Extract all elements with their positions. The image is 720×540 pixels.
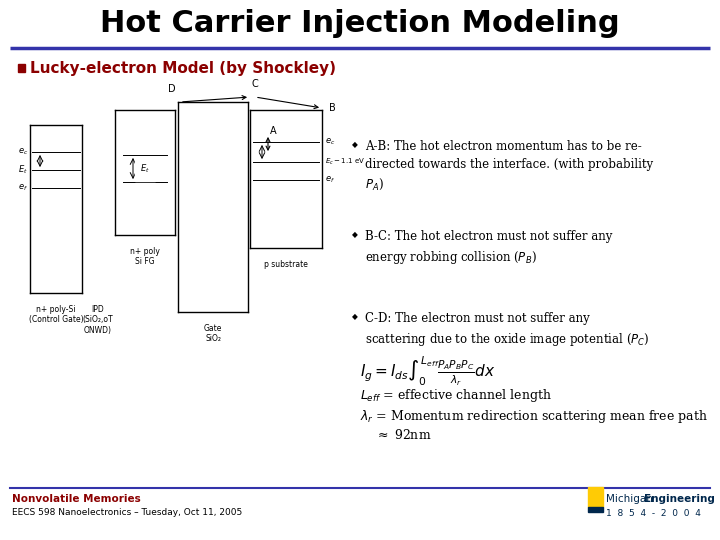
Bar — [588, 507, 603, 512]
Text: $e_c$: $e_c$ — [18, 147, 28, 157]
Text: Gate
SiO₂: Gate SiO₂ — [204, 324, 222, 343]
Text: n+ poly
Si FG: n+ poly Si FG — [130, 247, 160, 266]
Text: $E_t$: $E_t$ — [140, 163, 150, 176]
Text: $\approx$ 92nm: $\approx$ 92nm — [375, 428, 431, 442]
Text: ◆: ◆ — [352, 230, 358, 239]
Bar — [18, 64, 25, 72]
Text: C-D: The electron must not suffer any
scattering due to the oxide image potentia: C-D: The electron must not suffer any sc… — [365, 312, 649, 348]
Text: B: B — [329, 103, 336, 113]
Text: $E_c - 1.1$ eV: $E_c - 1.1$ eV — [325, 157, 365, 167]
Text: EECS 598 Nanoelectronics – Tuesday, Oct 11, 2005: EECS 598 Nanoelectronics – Tuesday, Oct … — [12, 508, 242, 517]
Text: A: A — [270, 126, 276, 136]
Text: Hot Carrier Injection Modeling: Hot Carrier Injection Modeling — [100, 10, 620, 38]
Text: $\lambda_r$ = Momentum redirection scattering mean free path: $\lambda_r$ = Momentum redirection scatt… — [360, 408, 708, 425]
Text: C: C — [251, 79, 258, 89]
Text: Nonvolatile Memories: Nonvolatile Memories — [12, 494, 140, 504]
Text: A-B: The hot electron momentum has to be re-
directed towards the interface. (wi: A-B: The hot electron momentum has to be… — [365, 140, 653, 192]
Text: $I_g = I_{ds}\int_0^{L_{eff}} \frac{P_A P_B P_C}{\lambda_r} dx$: $I_g = I_{ds}\int_0^{L_{eff}} \frac{P_A … — [360, 355, 495, 388]
Text: IPD
(SiO₂,oT
ONWD): IPD (SiO₂,oT ONWD) — [83, 305, 113, 335]
Text: D: D — [168, 84, 176, 94]
Text: $L_{eff}$ = effective channel length: $L_{eff}$ = effective channel length — [360, 387, 552, 404]
Text: $e_f$: $e_f$ — [325, 175, 335, 185]
Text: ◆: ◆ — [352, 312, 358, 321]
Text: $E_t$: $E_t$ — [18, 164, 28, 176]
Text: ◆: ◆ — [352, 140, 358, 149]
Text: Lucky-electron Model (by Shockley): Lucky-electron Model (by Shockley) — [30, 60, 336, 76]
Text: Michigan: Michigan — [606, 494, 653, 504]
Text: $e_c$: $e_c$ — [325, 137, 336, 147]
Text: n+ poly-Si
(Control Gate): n+ poly-Si (Control Gate) — [29, 305, 84, 325]
Bar — [588, 487, 603, 507]
Text: p substrate: p substrate — [264, 260, 308, 269]
Text: $e_f$: $e_f$ — [18, 183, 28, 193]
Text: B-C: The hot electron must not suffer any
energy robbing collision ($P_B$): B-C: The hot electron must not suffer an… — [365, 230, 613, 266]
Text: Engineering: Engineering — [644, 494, 715, 504]
Text: 1  8  5  4  -  2  0  0  4: 1 8 5 4 - 2 0 0 4 — [606, 509, 701, 518]
